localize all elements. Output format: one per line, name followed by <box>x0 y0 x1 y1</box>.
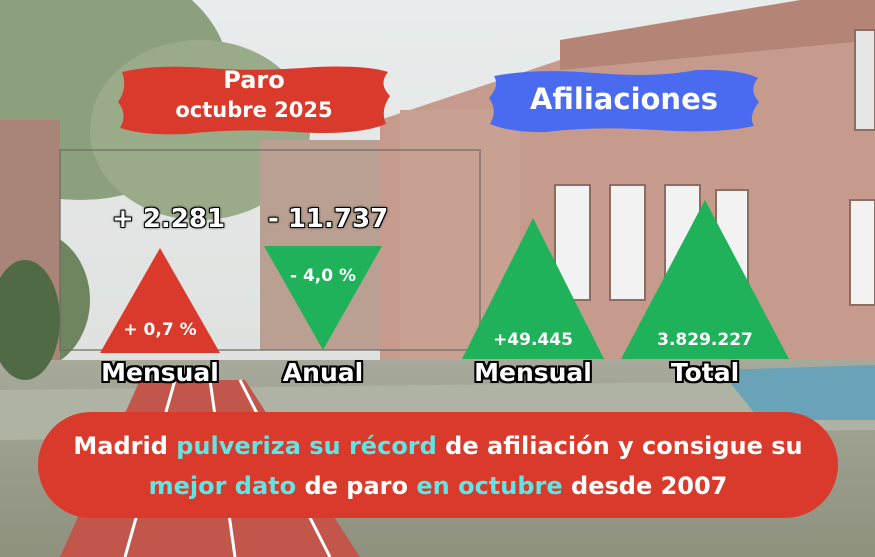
headline-segment: de paro <box>296 472 417 500</box>
afiliaciones-total-caption: Total <box>670 358 740 387</box>
afiliaciones-total-value: 3.829.227 <box>657 330 753 350</box>
paro-mensual-up-triangle <box>100 248 220 353</box>
headline-line-1: Madrid pulveriza su récord de afiliación… <box>38 426 838 466</box>
headline-segment: desde 2007 <box>562 472 728 500</box>
headline-line-2: mejor dato de paro en octubre desde 2007 <box>38 466 838 506</box>
headline-highlight: pulveriza su récord <box>176 432 437 460</box>
paro-anual-caption: Anual <box>282 358 364 387</box>
afiliaciones-total-up-triangle <box>621 200 789 359</box>
paro-anual-value: - 11.737 <box>268 204 389 234</box>
paro-mensual-caption: Mensual <box>101 358 219 387</box>
paro-anual-down-triangle <box>264 246 382 350</box>
paro-title-line2: octubre 2025 <box>175 98 333 122</box>
paro-mensual-percent: + 0,7 % <box>123 320 197 340</box>
paro-mensual-value: + 2.281 <box>112 204 226 234</box>
headline-highlight: en octubre <box>416 472 563 500</box>
headline-segment: Madrid <box>73 432 177 460</box>
paro-anual-percent: - 4,0 % <box>289 266 357 286</box>
afiliaciones-mensual-up-triangle <box>462 218 604 359</box>
afiliaciones-mensual-caption: Mensual <box>474 358 592 387</box>
paro-title-line1: Paro <box>223 66 285 94</box>
afiliaciones-title-brush <box>489 69 759 133</box>
afiliaciones-title: Afiliaciones <box>529 82 719 116</box>
headline-text: Madrid pulveriza su récord de afiliación… <box>38 426 838 506</box>
headline-highlight: mejor dato <box>148 472 297 500</box>
afiliaciones-mensual-value: +49.445 <box>493 330 573 350</box>
paro-title-brush <box>118 66 390 135</box>
headline-banner: Madrid pulveriza su récord de afiliación… <box>38 412 838 518</box>
headline-segment: de afiliación y consigue su <box>436 432 803 460</box>
